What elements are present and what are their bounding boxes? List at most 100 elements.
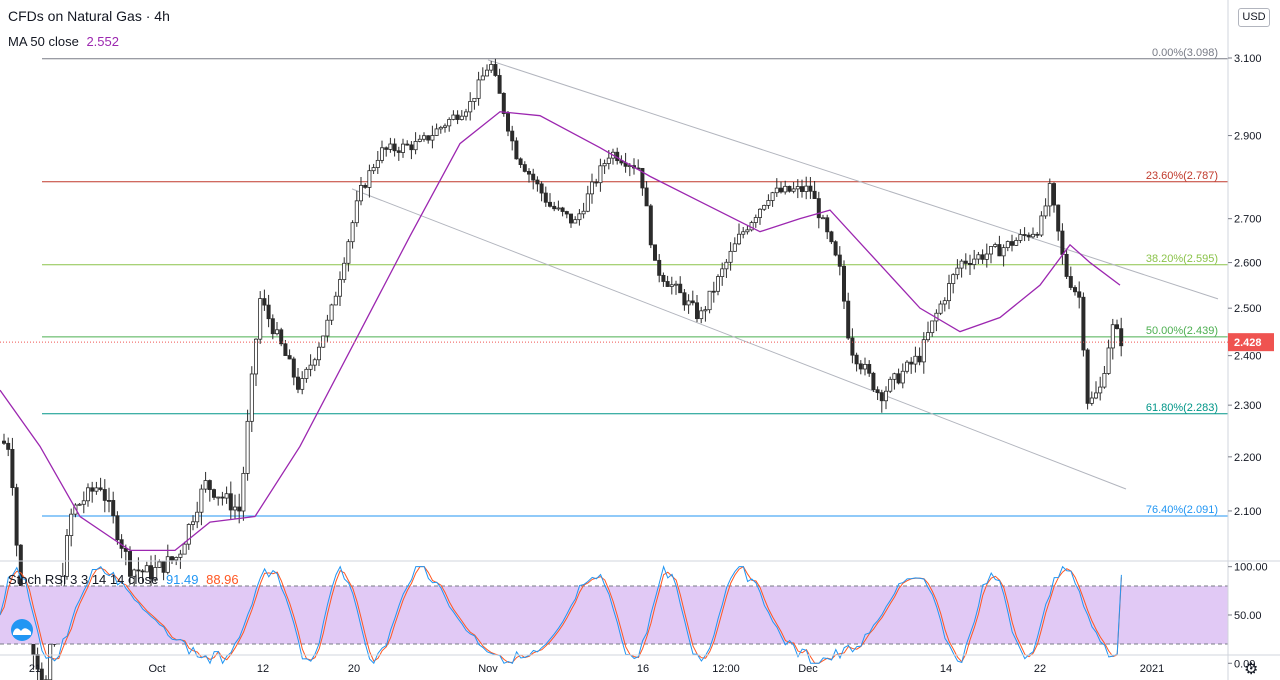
- candle-body: [476, 79, 481, 99]
- candle-body: [81, 500, 86, 505]
- candle-body: [438, 126, 443, 130]
- candle-body: [375, 159, 380, 168]
- candle-body: [86, 487, 91, 502]
- candle-body: [602, 163, 607, 167]
- candle-body: [102, 489, 107, 501]
- candle-body: [497, 75, 502, 94]
- candle-body: [480, 75, 485, 81]
- stoch-tick-label: 0.00: [1234, 658, 1255, 670]
- candle-body: [598, 165, 603, 184]
- candle-body: [48, 643, 53, 680]
- stoch-d-line: [0, 565, 1122, 664]
- stoch-rsi-pane: [0, 565, 1228, 665]
- candle-body: [850, 337, 855, 356]
- fib-level-label: 23.60%(2.787): [1146, 170, 1218, 182]
- x-tick-label: 14: [940, 663, 952, 675]
- candle-body: [136, 569, 141, 572]
- y-tick-label: 2.700: [1234, 214, 1262, 226]
- candle-body: [400, 143, 405, 153]
- ma-legend: MA 50 close 2.552: [8, 34, 119, 49]
- candle-body: [337, 279, 342, 297]
- candle-body: [968, 263, 973, 265]
- candle-body: [140, 570, 145, 573]
- currency-badge[interactable]: USD: [1238, 8, 1270, 27]
- last-price-badge: [1228, 333, 1274, 352]
- candle-body: [321, 335, 326, 348]
- candle-body: [94, 487, 99, 492]
- candle-body: [195, 511, 200, 523]
- gear-icon[interactable]: ⚙: [1244, 661, 1259, 678]
- candle-body: [564, 211, 569, 215]
- candle-body: [959, 260, 964, 269]
- candle-body: [270, 318, 275, 335]
- candle-body: [972, 258, 977, 265]
- candle-body: [65, 535, 70, 577]
- candle-body: [90, 487, 95, 492]
- candle-body: [392, 143, 397, 152]
- stoch-tick-label: 50.00: [1234, 610, 1262, 622]
- candle-body: [548, 201, 553, 207]
- y-tick-label: 3.100: [1234, 53, 1262, 65]
- candle-body: [942, 300, 947, 305]
- candle-body: [770, 192, 775, 201]
- candle-body: [132, 569, 137, 577]
- stoch-tick-label: 100.00: [1234, 562, 1268, 574]
- candle-body: [606, 157, 611, 164]
- candle-body: [762, 205, 767, 210]
- candle-body: [686, 300, 691, 306]
- candle-body: [1010, 241, 1015, 246]
- ma-50-line: [0, 111, 1121, 552]
- candle-body: [888, 378, 893, 392]
- candle-body: [169, 556, 174, 561]
- candle-body: [556, 207, 561, 210]
- title-separator: ·: [141, 8, 155, 24]
- candle-body: [342, 262, 347, 281]
- candle-body: [909, 361, 914, 365]
- candle-body: [951, 274, 956, 284]
- candle-body: [203, 480, 208, 490]
- candle-body: [678, 283, 683, 294]
- candle-body: [417, 138, 422, 142]
- channel-upper: [487, 59, 1219, 300]
- candle-body: [800, 186, 805, 192]
- candle-body: [825, 217, 830, 233]
- candle-body: [1026, 234, 1031, 238]
- candle-body: [459, 115, 464, 120]
- fib-level-label: 50.00%(2.439): [1146, 325, 1218, 337]
- candle-body: [224, 493, 229, 499]
- candle-body: [581, 210, 586, 215]
- candle-body: [917, 355, 922, 363]
- candle-body: [577, 213, 582, 221]
- tradingview-cloud-icon[interactable]: [6, 618, 38, 642]
- stoch-band: [0, 586, 1228, 644]
- candle-body: [493, 64, 498, 76]
- candle-body: [552, 205, 557, 210]
- candle-body: [1068, 276, 1073, 288]
- candle-body: [884, 390, 889, 402]
- candle-body: [489, 64, 494, 71]
- x-tick-label: 22: [1034, 663, 1046, 675]
- candle-body: [1085, 349, 1090, 404]
- x-tick-label: 12:00: [712, 663, 740, 675]
- symbol-name: CFDs on Natural Gas: [8, 8, 142, 24]
- candle-body: [312, 359, 317, 366]
- stoch-k-value: 91.49: [165, 572, 199, 587]
- x-tick-label: 21: [29, 663, 41, 675]
- candle-body: [148, 565, 153, 580]
- candle-body: [665, 281, 670, 287]
- candle-body: [913, 355, 918, 365]
- candle-body: [316, 346, 321, 361]
- candle-body: [241, 473, 246, 512]
- fib-level-label: 38.20%(2.595): [1146, 253, 1218, 265]
- candle-body: [1098, 386, 1103, 394]
- candle-body: [716, 276, 721, 292]
- candle-body: [308, 364, 313, 370]
- candle-body: [745, 229, 750, 233]
- candle-body: [560, 207, 565, 212]
- candle-body: [531, 173, 536, 181]
- candle-body: [875, 389, 880, 394]
- candle-body: [514, 140, 519, 160]
- candle-body: [228, 493, 233, 511]
- ma-line: [0, 111, 1121, 552]
